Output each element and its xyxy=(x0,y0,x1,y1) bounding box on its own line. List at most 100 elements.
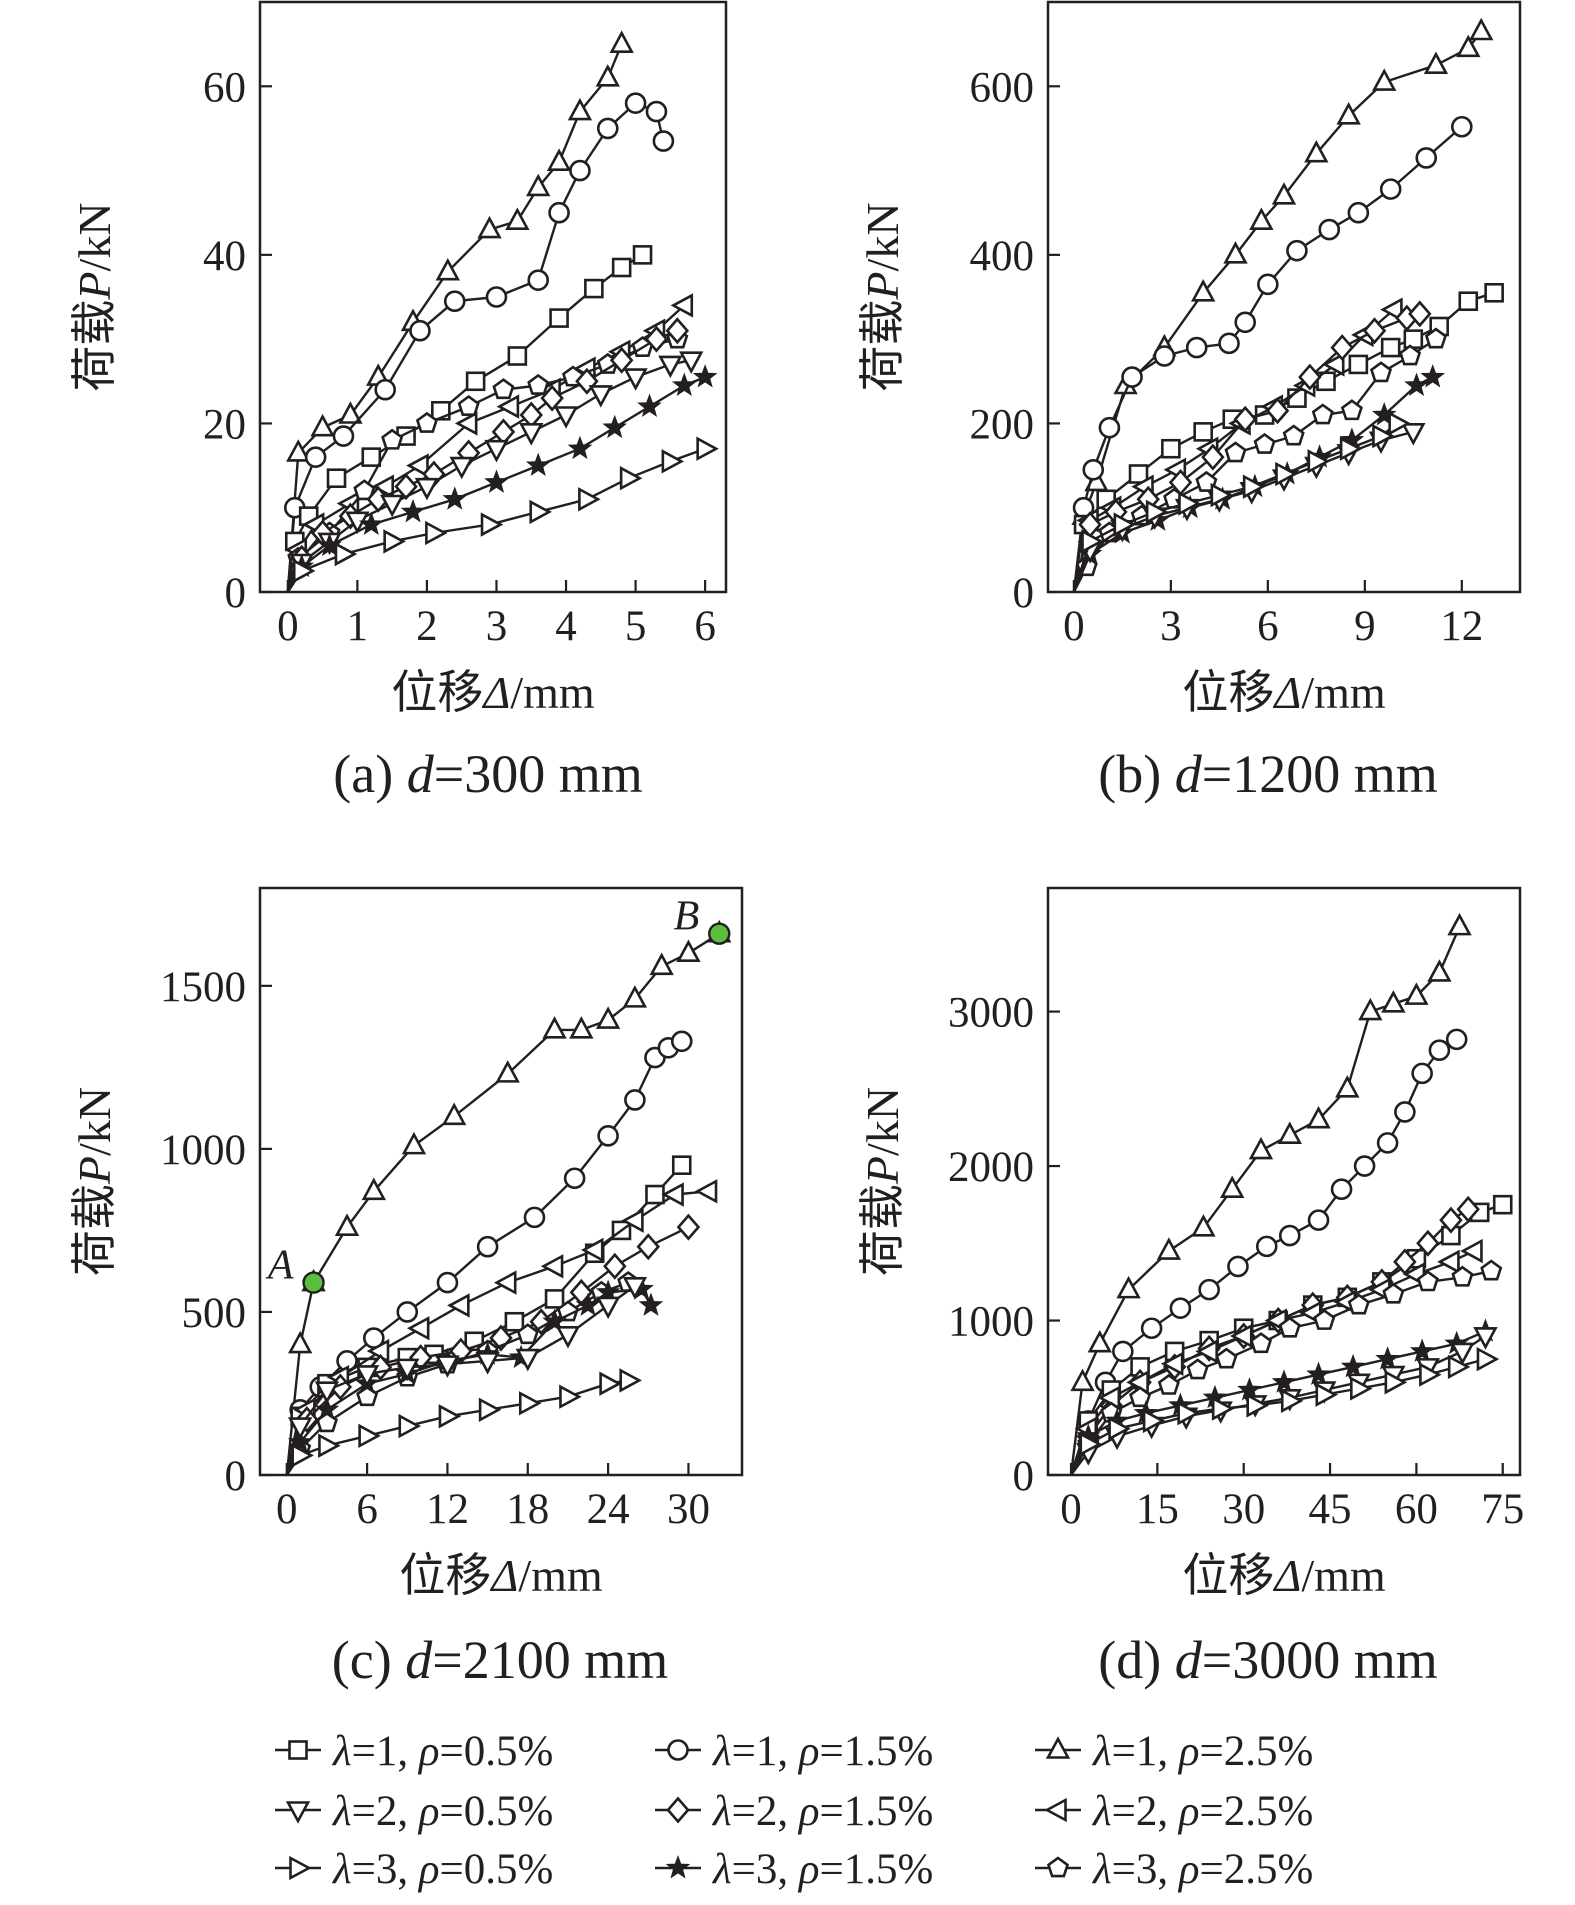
legend-item-s3: λ=1, ρ=2.5% xyxy=(1035,1728,1313,1775)
data-point xyxy=(671,1155,692,1175)
data-point xyxy=(1315,1382,1339,1407)
data-point xyxy=(1318,218,1341,241)
y-axis-label: 荷载P/kN xyxy=(857,1087,908,1276)
data-point xyxy=(304,446,327,468)
data-point xyxy=(395,1358,420,1382)
data-point xyxy=(1227,1255,1249,1278)
data-point xyxy=(1129,1386,1152,1408)
data-point xyxy=(1379,178,1402,200)
data-point xyxy=(1157,1373,1180,1395)
series-s2 xyxy=(1072,115,1473,593)
data-point xyxy=(314,1396,340,1421)
data-point xyxy=(638,1292,664,1316)
data-point xyxy=(465,371,486,392)
data-point xyxy=(1113,512,1137,537)
data-point xyxy=(588,385,613,408)
data-point xyxy=(679,351,704,374)
data-point xyxy=(1198,1278,1220,1301)
data-point xyxy=(1409,1338,1435,1362)
data-point xyxy=(1476,1346,1500,1372)
data-point xyxy=(559,1384,582,1409)
x-tick-label: 0 xyxy=(1063,603,1085,650)
x-tick-label: 3 xyxy=(1160,603,1182,650)
data-point xyxy=(1271,182,1297,205)
data-point xyxy=(353,479,376,501)
plot-frame xyxy=(1046,0,1522,594)
y-axis-label: 荷载P/kN xyxy=(69,1087,120,1276)
data-point xyxy=(287,1429,313,1453)
data-point xyxy=(661,1182,684,1207)
data-point xyxy=(621,1208,644,1233)
data-point xyxy=(1362,317,1387,345)
panel-caption: (d) d=3000 mm xyxy=(1098,1630,1437,1690)
data-point xyxy=(553,406,579,429)
data-point xyxy=(597,1125,619,1147)
series-s7 xyxy=(1072,411,1411,593)
data-point xyxy=(374,378,396,401)
data-point xyxy=(1380,297,1403,322)
series-s2 xyxy=(283,92,675,593)
point-a-marker xyxy=(302,1271,325,1294)
data-point xyxy=(676,1213,701,1241)
x-tick-label: 0 xyxy=(276,1486,298,1533)
data-point xyxy=(649,952,674,976)
data-point xyxy=(1447,1354,1471,1380)
data-point xyxy=(1191,1214,1216,1237)
panel-caption: (c) d=2100 mm xyxy=(332,1630,668,1690)
data-point xyxy=(1177,1401,1200,1426)
data-point xyxy=(1424,327,1447,349)
data-point xyxy=(409,319,431,342)
data-point xyxy=(334,1213,360,1236)
data-point xyxy=(622,985,648,1008)
legend-marker xyxy=(285,1801,311,1824)
data-point xyxy=(457,394,480,416)
data-point xyxy=(478,1397,502,1422)
x-tick-label: 2 xyxy=(416,603,438,650)
data-point xyxy=(1353,1155,1376,1177)
data-point xyxy=(292,558,316,584)
data-point xyxy=(529,499,552,525)
data-point xyxy=(542,1308,567,1333)
data-point xyxy=(1484,282,1504,303)
data-point xyxy=(291,1443,314,1468)
point-b-label: B xyxy=(674,894,700,940)
data-point xyxy=(492,378,515,400)
data-point xyxy=(1278,1316,1301,1338)
legend-marker xyxy=(1046,1856,1070,1878)
data-point xyxy=(519,401,543,429)
y-tick-label: 2000 xyxy=(948,1144,1034,1191)
data-point xyxy=(671,372,697,396)
data-point xyxy=(1210,482,1234,508)
data-point xyxy=(484,439,509,463)
legend-item-s1: λ=1, ρ=0.5% xyxy=(275,1728,553,1775)
data-point xyxy=(619,466,643,491)
data-point xyxy=(332,425,355,447)
data-point xyxy=(484,469,509,493)
data-point xyxy=(396,1301,419,1323)
panel-b: 0 3 6 9 12 0 200 400 600 位移Δ/mm 荷载P/kN (b) d=1200 m… xyxy=(857,0,1522,804)
data-point xyxy=(1376,1132,1399,1154)
data-point xyxy=(1447,912,1472,936)
data-point xyxy=(569,159,591,182)
data-point xyxy=(1439,1206,1463,1234)
data-point xyxy=(1298,363,1322,391)
data-point xyxy=(658,355,683,379)
data-point xyxy=(609,30,634,53)
legend-marker xyxy=(665,1855,691,1879)
data-point xyxy=(623,368,648,391)
data-point xyxy=(578,487,601,512)
data-point xyxy=(1428,1039,1451,1061)
data-point xyxy=(1416,1270,1439,1292)
y-tick-label: 600 xyxy=(970,64,1035,111)
legend-item-s5: λ=2, ρ=1.5% xyxy=(655,1788,933,1835)
data-point xyxy=(540,1254,564,1279)
data-point xyxy=(1330,1178,1353,1201)
x-tick-label: 1 xyxy=(347,603,369,650)
plot-frame xyxy=(1046,886,1522,1477)
data-point xyxy=(595,1006,621,1029)
legend-marker xyxy=(289,1855,312,1881)
y-tick-label: 40 xyxy=(203,233,246,280)
data-point xyxy=(1311,403,1334,425)
data-point xyxy=(670,1030,693,1053)
